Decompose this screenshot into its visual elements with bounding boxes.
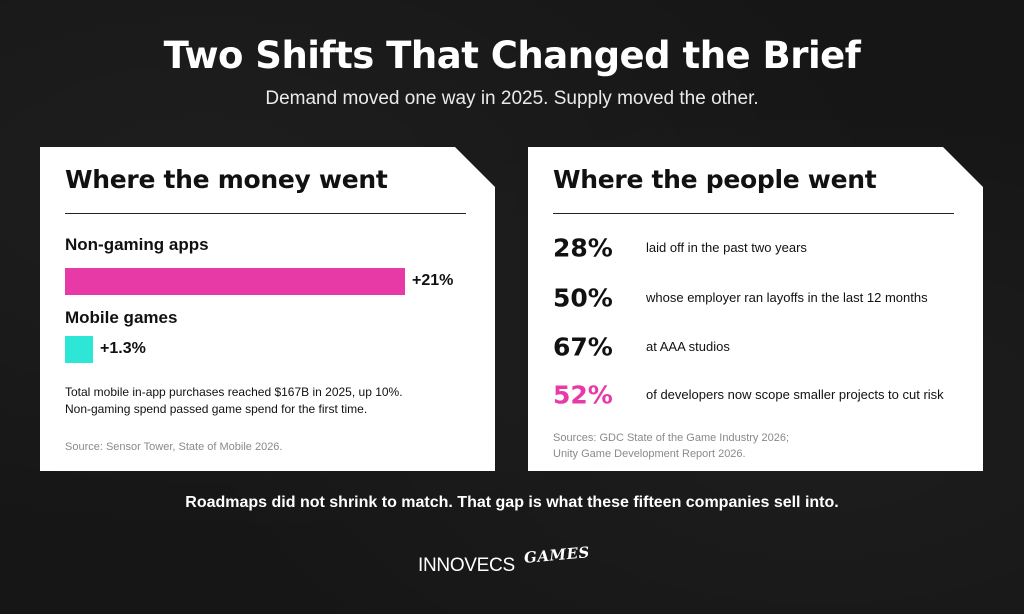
stat-description: whose employer ran layoffs in the last 1… bbox=[646, 290, 928, 305]
money-source: Source: Sensor Tower, State of Mobile 20… bbox=[65, 441, 283, 453]
footer-statement: Roadmaps did not shrink to match. That g… bbox=[185, 494, 839, 511]
logo-games-mark: GAMES bbox=[523, 543, 591, 567]
money-note: Total mobile in-app purchases reached $1… bbox=[65, 384, 475, 418]
stat-row: 67% at AAA studios bbox=[553, 327, 963, 367]
page-title: Two Shifts That Changed the Brief bbox=[163, 34, 861, 77]
money-card: Where the money went Non-gaming apps +21… bbox=[40, 147, 495, 471]
stat-value: 52% bbox=[553, 380, 613, 410]
stat-description: laid off in the past two years bbox=[646, 240, 807, 255]
people-card-divider bbox=[553, 213, 954, 214]
people-card-heading: Where the people went bbox=[553, 165, 877, 194]
bar-label-mobile-games: Mobile games bbox=[65, 308, 178, 327]
stat-row: 52% of developers now scope smaller proj… bbox=[553, 375, 963, 415]
money-card-divider bbox=[65, 213, 466, 214]
stat-description: of developers now scope smaller projects… bbox=[646, 387, 944, 402]
stat-value: 50% bbox=[553, 283, 613, 313]
bar-mobile-games bbox=[65, 336, 93, 363]
stat-value: 67% bbox=[553, 332, 613, 362]
stat-row: 50% whose employer ran layoffs in the la… bbox=[553, 278, 963, 318]
bar-label-non-gaming: Non-gaming apps bbox=[65, 235, 209, 254]
money-note-line-2: Non-gaming spend passed game spend for t… bbox=[65, 402, 368, 416]
people-card: Where the people went 28% laid off in th… bbox=[528, 147, 983, 471]
stat-description: at AAA studios bbox=[646, 339, 730, 354]
page-subtitle: Demand moved one way in 2025. Supply mov… bbox=[265, 88, 759, 109]
stat-row: 28% laid off in the past two years bbox=[553, 228, 963, 268]
people-source: Sources: GDC State of the Game Industry … bbox=[553, 430, 789, 462]
bar-value-non-gaming: +21% bbox=[412, 272, 454, 289]
stat-value: 28% bbox=[553, 233, 613, 263]
bar-value-mobile-games: +1.3% bbox=[100, 340, 146, 357]
money-note-line-1: Total mobile in-app purchases reached $1… bbox=[65, 385, 403, 399]
people-source-line-2: Unity Game Development Report 2026. bbox=[553, 448, 746, 460]
logo-wordmark: INNOVECS bbox=[418, 555, 515, 576]
money-card-heading: Where the money went bbox=[65, 165, 388, 194]
people-source-line-1: Sources: GDC State of the Game Industry … bbox=[553, 432, 790, 444]
bar-non-gaming bbox=[65, 268, 405, 295]
